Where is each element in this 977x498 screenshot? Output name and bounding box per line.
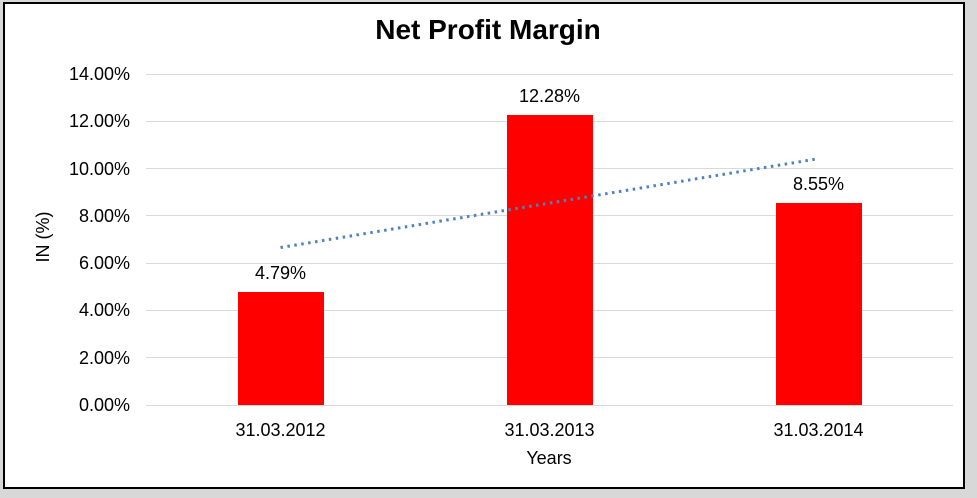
chart-title: Net Profit Margin xyxy=(375,14,601,45)
bar xyxy=(506,114,593,405)
y-tick-label: 6.00% xyxy=(78,253,130,274)
y-tick-label: 12.00% xyxy=(68,111,130,132)
y-tick-label: 2.00% xyxy=(78,347,130,368)
gridline xyxy=(146,73,953,75)
y-tick-label: 0.00% xyxy=(78,395,130,415)
x-tick-label: 31.03.2014 xyxy=(773,420,864,440)
bar xyxy=(775,202,862,405)
y-tick-label: 8.00% xyxy=(78,205,130,226)
bar xyxy=(237,291,324,405)
gridline xyxy=(146,404,953,406)
y-axis-title: IN (%) xyxy=(33,211,53,263)
x-tick-label: 31.03.2012 xyxy=(235,420,326,440)
y-tick-label: 14.00% xyxy=(68,64,130,84)
bar-value-label: 12.28% xyxy=(518,85,581,106)
y-tick-label: 4.00% xyxy=(78,300,130,321)
x-tick-label: 31.03.2013 xyxy=(504,420,595,440)
bar-value-label: 4.79% xyxy=(254,262,307,283)
bar-value-label: 8.55% xyxy=(792,173,845,194)
y-tick-label: 10.00% xyxy=(68,158,130,179)
x-axis-title: Years xyxy=(526,448,572,468)
